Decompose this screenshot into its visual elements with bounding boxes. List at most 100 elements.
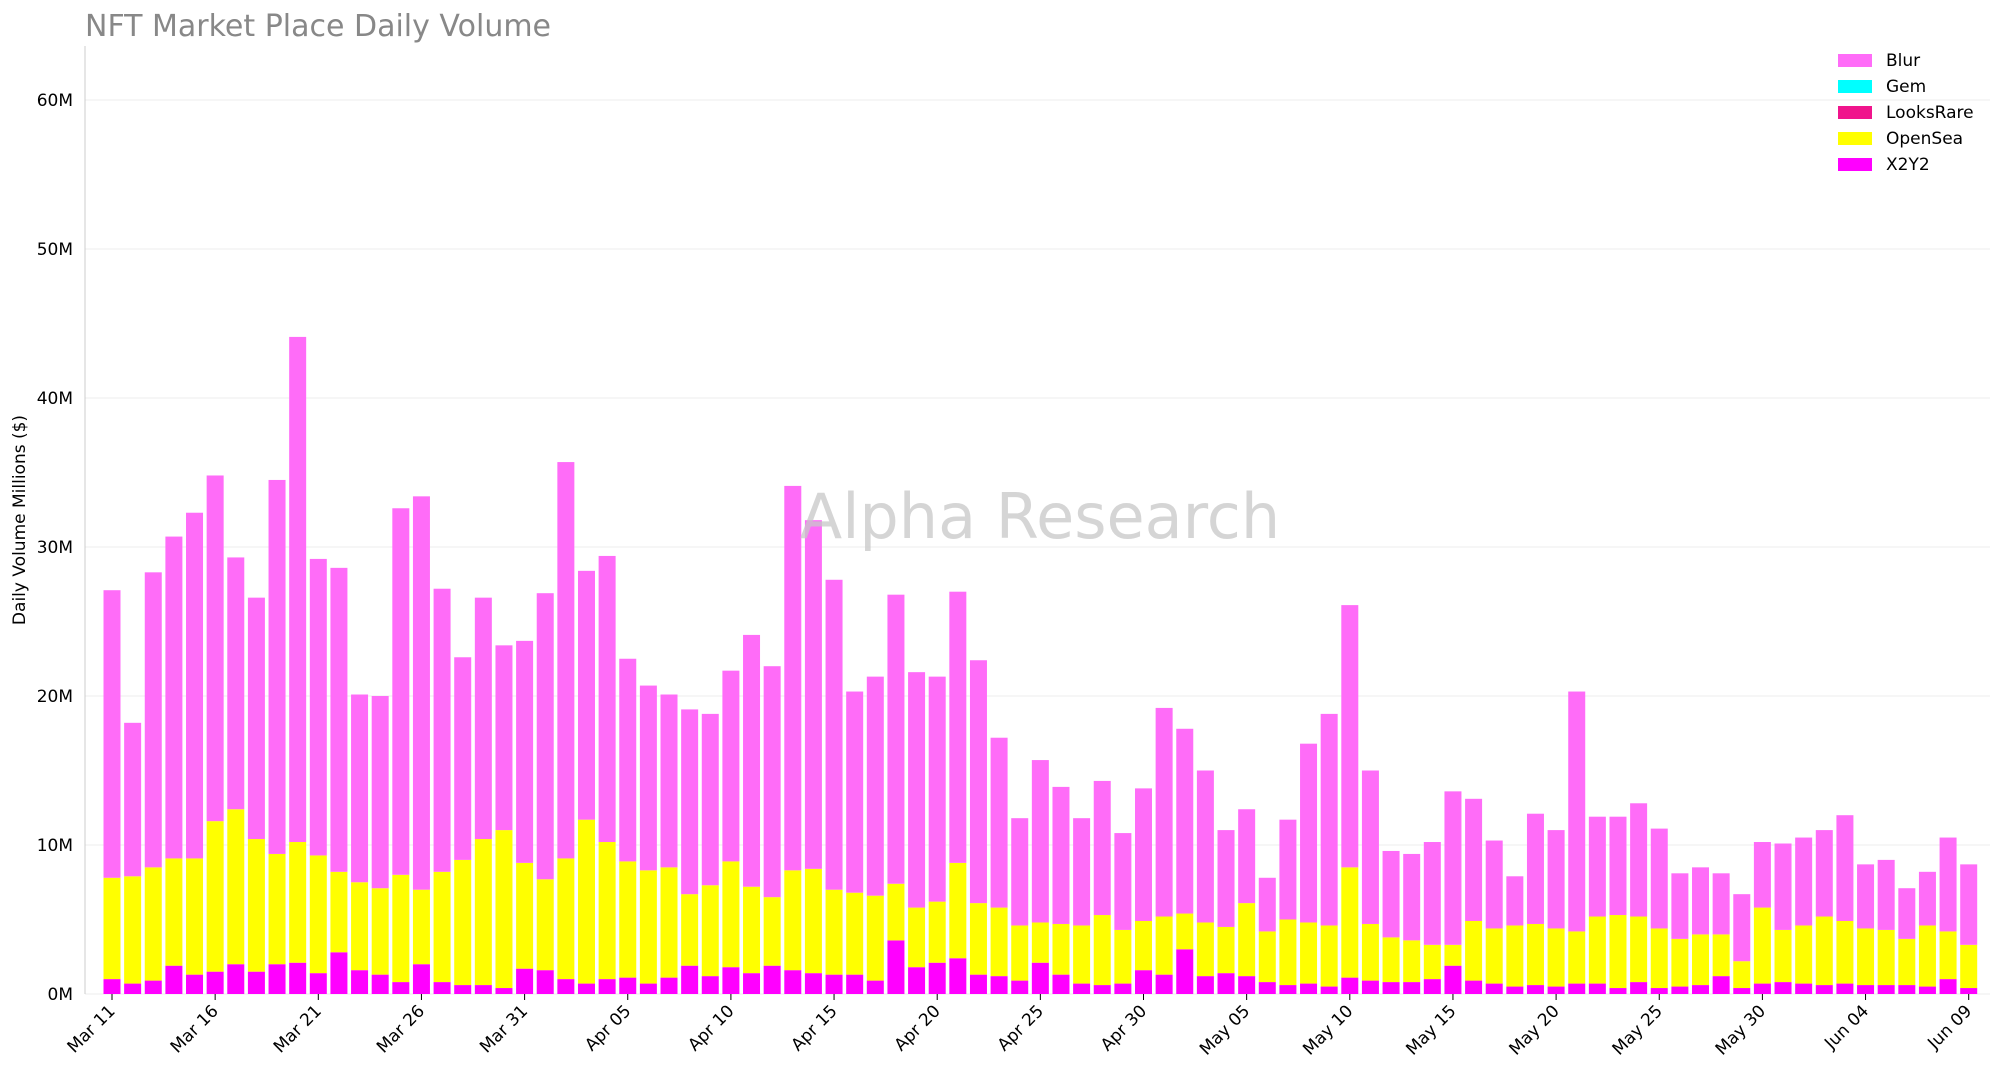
bar-blur-24 [598,555,616,843]
bar-x2y2-45 [1031,962,1049,994]
bar-opensea-54 [1217,926,1235,974]
x-tick-label: May 10 [1299,1001,1357,1059]
bar-x2y2-50 [1135,970,1152,994]
bar-opensea-18 [474,839,492,986]
bar-blur-4 [186,512,204,859]
bar-blur-25 [619,658,637,862]
x-tick-label: Apr 20 [891,1001,945,1055]
watermark-text: Alpha Research [800,480,1280,553]
bar-blur-47 [1073,818,1091,926]
bar-x2y2-22 [557,979,575,994]
legend-swatch-opensea [1838,132,1872,145]
bar-x2y2-0 [103,979,121,994]
bar-x2y2-43 [990,976,1008,994]
bar-x2y2-48 [1093,985,1111,994]
bar-blur-85 [1857,864,1875,929]
bar-blur-76 [1671,873,1689,939]
bar-x2y2-14 [392,982,410,994]
bar-x2y2-85 [1857,985,1875,994]
bar-opensea-64 [1423,944,1441,980]
bar-x2y2-4 [186,974,204,994]
bar-x2y2-21 [536,970,554,994]
bar-x2y2-29 [701,976,719,994]
bar-x2y2-65 [1444,965,1462,994]
bar-blur-16 [433,588,451,872]
bar-x2y2-26 [639,983,657,994]
bar-x2y2-86 [1877,985,1895,994]
bar-blur-54 [1217,830,1235,927]
legend-swatch-gem [1838,80,1872,93]
bar-blur-68 [1506,876,1524,926]
x-tick-label: Apr 05 [581,1001,635,1055]
bar-blur-17 [454,657,472,860]
bar-blur-1 [124,722,142,877]
bar-opensea-83 [1815,916,1833,986]
x-tick-label: May 05 [1196,1001,1254,1059]
bar-blur-70 [1547,830,1565,929]
bar-x2y2-36 [846,974,864,994]
bar-x2y2-66 [1465,980,1483,994]
bar-blur-35 [825,579,843,890]
bar-x2y2-30 [722,967,740,994]
bar-x2y2-89 [1939,979,1957,994]
bar-opensea-52 [1176,913,1194,950]
bar-x2y2-74 [1630,982,1648,994]
bar-x2y2-34 [804,973,822,994]
bar-opensea-30 [722,861,740,968]
bar-blur-87 [1898,888,1916,939]
bar-blur-53 [1196,770,1214,923]
bar-x2y2-67 [1485,983,1503,994]
bar-x2y2-47 [1073,983,1091,994]
bar-blur-37 [866,676,884,896]
x-tick-label: May 30 [1712,1001,1770,1059]
bar-blur-61 [1361,770,1379,924]
bar-x2y2-33 [784,970,802,994]
bar-blur-9 [289,336,307,843]
bar-x2y2-7 [247,971,265,994]
bar-opensea-82 [1795,925,1813,984]
bar-x2y2-12 [351,970,369,994]
bar-blur-51 [1155,707,1173,917]
x-tick-label: Mar 21 [270,1001,326,1057]
bar-blur-59 [1320,713,1338,926]
bar-blur-62 [1382,850,1400,938]
bar-opensea-79 [1733,961,1751,989]
bar-blur-56 [1258,877,1276,932]
bar-opensea-48 [1093,915,1111,986]
bar-blur-52 [1176,728,1194,914]
bar-x2y2-17 [454,985,472,994]
bar-opensea-77 [1692,934,1710,986]
x-tick-label: Apr 10 [684,1001,738,1055]
bar-x2y2-70 [1547,986,1565,994]
bar-blur-18 [474,597,492,840]
bar-blur-81 [1774,843,1792,930]
bar-blur-77 [1692,867,1710,935]
bar-blur-48 [1093,780,1111,916]
bar-opensea-39 [908,907,926,968]
bar-blur-29 [701,713,719,886]
bar-x2y2-77 [1692,985,1710,994]
bar-opensea-81 [1774,929,1792,983]
x-tick-label: May 25 [1609,1001,1667,1059]
bar-opensea-75 [1650,928,1668,989]
bar-blur-40 [928,676,946,902]
bar-blur-5 [206,475,224,822]
bar-x2y2-83 [1815,985,1833,994]
bar-x2y2-8 [268,964,286,994]
bar-blur-73 [1609,816,1627,916]
bar-blur-44 [1011,818,1029,926]
bar-x2y2-61 [1361,980,1379,994]
bar-opensea-23 [577,819,595,984]
y-tick-label: 30M [37,538,73,558]
x-tick-label: May 20 [1506,1001,1564,1059]
bar-opensea-60 [1341,867,1359,978]
bar-x2y2-23 [577,983,595,994]
bar-opensea-7 [247,839,265,972]
bar-x2y2-82 [1795,983,1813,994]
bar-blur-34 [804,520,822,869]
bar-x2y2-24 [598,979,616,994]
bar-x2y2-56 [1258,982,1276,994]
bar-opensea-12 [351,882,369,971]
bar-blur-86 [1877,859,1895,930]
bar-opensea-49 [1114,929,1132,984]
